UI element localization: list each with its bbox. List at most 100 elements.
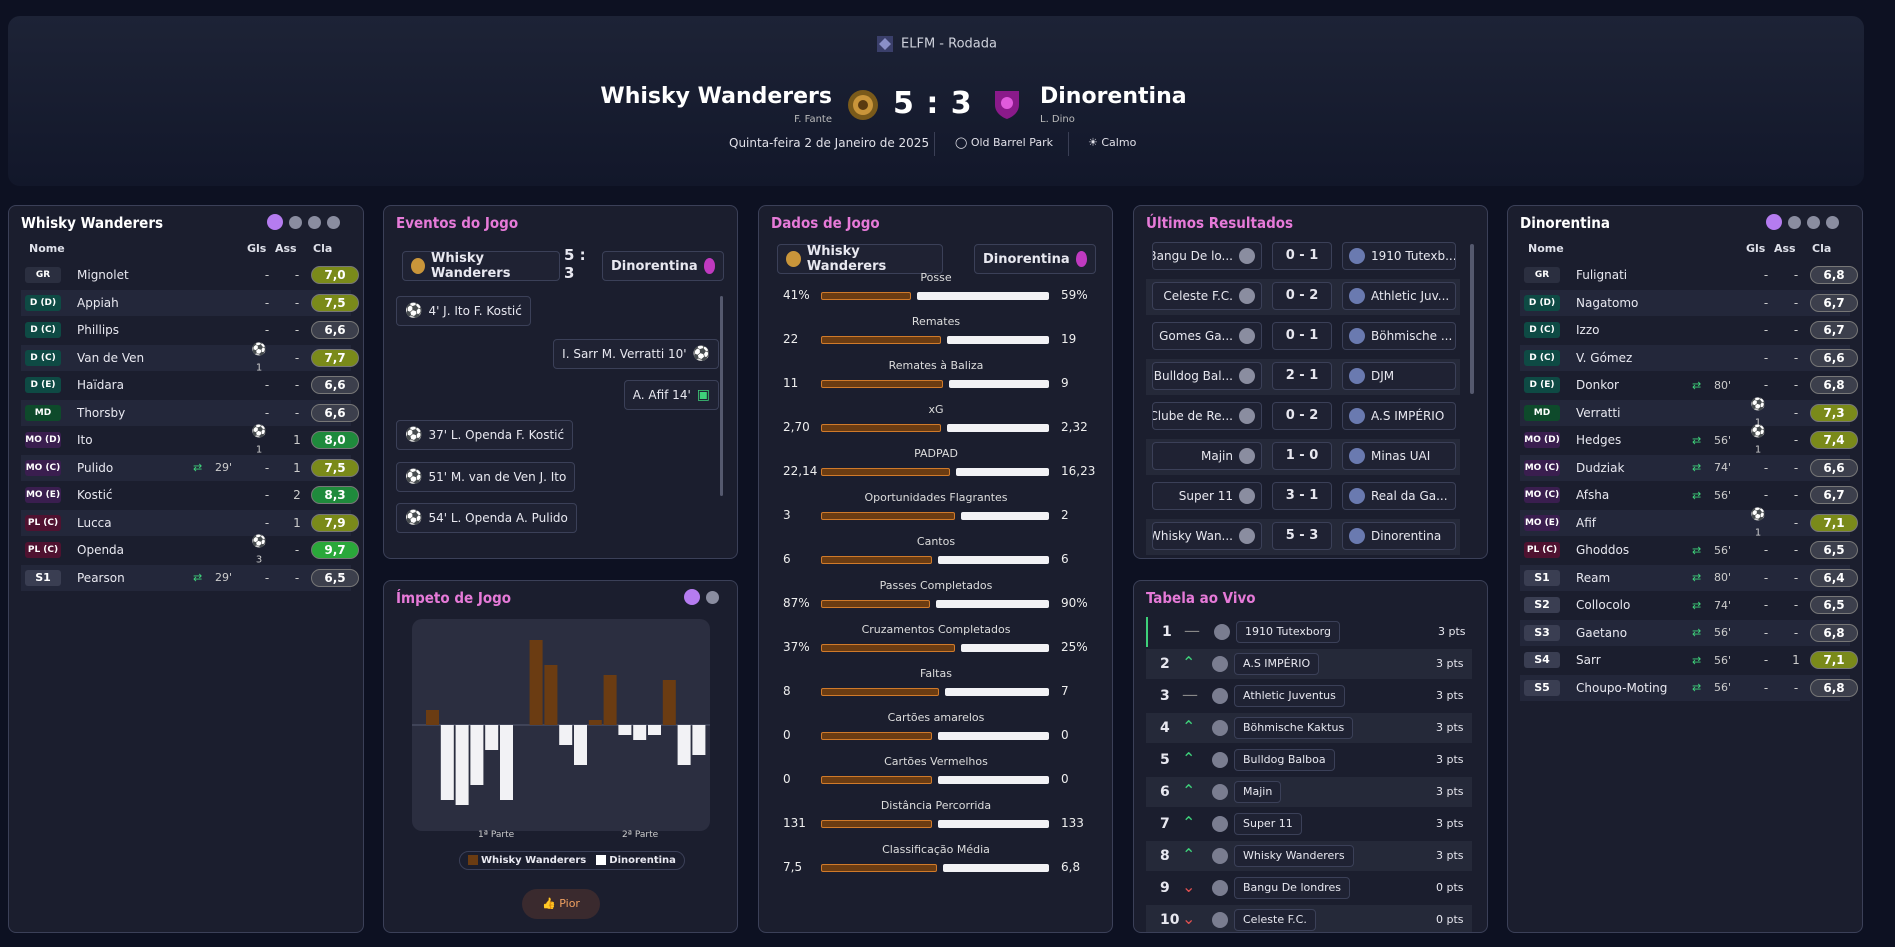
player-row[interactable]: S1 Ream ⇄ 80' - -6,4 (1520, 564, 1858, 591)
home-coach[interactable]: F. Fante (794, 114, 832, 125)
player-row[interactable]: D (C) Phillips - -6,6 (21, 317, 359, 343)
col-assists[interactable]: Ass (1774, 242, 1796, 255)
player-row[interactable]: PL (C) Ghoddos ⇄ 56' - -6,5 (1520, 537, 1858, 563)
player-name[interactable]: Verratti (1576, 405, 1621, 420)
player-name[interactable]: Pulido (77, 460, 114, 475)
result-home[interactable]: Majin (1152, 442, 1262, 470)
player-name[interactable]: Van de Ven (77, 350, 145, 365)
team-name[interactable]: Whisky Wanderers (1234, 845, 1354, 867)
player-row[interactable]: PL (C) Lucca - 1 7,9 (21, 509, 359, 536)
player-name[interactable]: Haïdara (77, 378, 124, 392)
team-name[interactable]: Majin (1234, 781, 1282, 803)
player-row[interactable]: S2 Collocolo ⇄ 74' - -6,5 (1520, 592, 1858, 618)
view-dot[interactable] (267, 214, 283, 230)
result-row[interactable]: Majin 1 - 0 Minas UAI (1146, 439, 1460, 475)
team-name[interactable]: Athletic Juventus (1234, 685, 1345, 707)
player-name[interactable]: Ito (77, 433, 93, 447)
player-row[interactable]: MO (C) Afsha ⇄ 56' - -6,7 (1520, 482, 1858, 508)
col-goals[interactable]: Gls (247, 242, 267, 255)
col-name[interactable]: Nome (29, 242, 65, 255)
player-row[interactable]: D (C) V. Gómez - -6,6 (1520, 344, 1858, 371)
team-name[interactable]: Böhmische Kaktus (1234, 717, 1354, 739)
result-away[interactable]: Athletic Juv... (1342, 282, 1456, 310)
result-away[interactable]: DJM (1342, 362, 1456, 390)
result-row[interactable]: Celeste F.C. 0 - 2 Athletic Juv... (1146, 279, 1460, 315)
result-home[interactable]: Super 11 (1152, 482, 1262, 510)
player-name[interactable]: V. Gómez (1576, 350, 1633, 365)
player-row[interactable]: MO (C) Pulido ⇄ 29' - 1 7,5 (21, 454, 359, 481)
player-row[interactable]: MO (D) Ito ⚽1 1 8,0 (21, 424, 359, 456)
view-dot[interactable] (1826, 216, 1839, 229)
team-name[interactable]: 1910 Tutexborg (1236, 621, 1340, 643)
table-row[interactable]: 10 ⌄ Celeste F.C. 0 pts (1146, 905, 1472, 932)
table-row[interactable]: 6 ⌃ Majin 3 pts (1146, 777, 1472, 807)
player-row[interactable]: MO (E) Kostić - 2 8,3 (21, 482, 359, 508)
result-away[interactable]: Minas UAI (1342, 442, 1456, 470)
result-home[interactable]: Whisky Wan... (1152, 522, 1262, 550)
home-team-name[interactable]: Whisky Wanderers (600, 84, 832, 109)
view-dot[interactable] (1788, 216, 1801, 229)
stadium[interactable]: ◯ Old Barrel Park (955, 136, 1053, 149)
scrollbar[interactable] (720, 296, 723, 496)
player-name[interactable]: Appiah (77, 295, 119, 310)
player-row[interactable]: MO (D) Hedges ⇄ 56' ⚽1 -7,4 (1520, 424, 1858, 456)
events-home-team[interactable]: Whisky Wanderers (402, 251, 560, 281)
stats-away-team[interactable]: Dinorentina (974, 244, 1096, 274)
player-row[interactable]: MD Verratti ⚽1 -7,3 (1520, 397, 1858, 428)
col-rating[interactable]: Cla (313, 242, 333, 255)
result-row[interactable]: Gomes Ga... 0 - 1 Böhmische ... (1146, 319, 1460, 355)
event-item[interactable]: ⚽ 37' L. Openda F. Kostić (396, 420, 574, 450)
player-row[interactable]: MO (E) Afif ⚽1 -7,1 (1520, 507, 1858, 538)
table-row[interactable]: 3 — Athletic Juventus 3 pts (1146, 681, 1472, 711)
table-row[interactable]: 8 ⌃ Whisky Wanderers 3 pts (1146, 841, 1472, 871)
view-dot[interactable] (706, 591, 719, 604)
player-name[interactable]: Phillips (77, 323, 120, 337)
player-row[interactable]: D (E) Donkor ⇄ 80' - -6,8 (1520, 372, 1858, 398)
table-row[interactable]: 5 ⌃ Bulldog Balboa 3 pts (1146, 745, 1472, 775)
player-name[interactable]: Collocolo (1576, 598, 1631, 612)
result-home[interactable]: Bangu De lo... (1152, 242, 1262, 270)
team-name[interactable]: Celeste F.C. (1234, 909, 1316, 931)
table-row[interactable]: 4 ⌃ Böhmische Kaktus 3 pts (1146, 713, 1472, 743)
result-row[interactable]: Whisky Wan... 5 - 3 Dinorentina (1146, 519, 1460, 555)
player-name[interactable]: Kostić (77, 488, 113, 502)
table-row[interactable]: 7 ⌃ Super 11 3 pts (1146, 809, 1472, 839)
away-team-name[interactable]: Dinorentina (1040, 84, 1187, 109)
player-row[interactable]: MO (C) Dudziak ⇄ 74' - -6,6 (1520, 454, 1858, 481)
result-row[interactable]: Super 11 3 - 1 Real da Ga... (1146, 479, 1460, 515)
player-name[interactable]: Hedges (1576, 433, 1622, 447)
player-row[interactable]: D (D) Nagatomo - -6,7 (1520, 289, 1858, 316)
player-row[interactable]: D (D) Appiah - -7,5 (21, 289, 359, 316)
worse-button[interactable]: 👍 Pior (522, 889, 600, 919)
result-row[interactable]: Bulldog Bal... 2 - 1 DJM (1146, 359, 1460, 395)
result-away[interactable]: A.S IMPÉRIO (1342, 402, 1456, 430)
player-name[interactable]: Thorsby (77, 405, 126, 420)
scrollbar[interactable] (1470, 244, 1474, 394)
team-name[interactable]: A.S IMPÉRIO (1234, 653, 1320, 675)
result-row[interactable]: Bangu De lo... 0 - 1 1910 Tutexb... (1146, 239, 1460, 275)
result-home[interactable]: Bulldog Bal... (1152, 362, 1262, 390)
player-name[interactable]: Afsha (1576, 488, 1610, 502)
player-name[interactable]: Lucca (77, 515, 112, 530)
view-dot[interactable] (327, 216, 340, 229)
result-home[interactable]: Gomes Ga... (1152, 322, 1262, 350)
stats-home-team[interactable]: Whisky Wanderers (777, 244, 943, 274)
player-row[interactable]: S5 Choupo-Moting ⇄ 56' - -6,8 (1520, 674, 1858, 701)
events-away-team[interactable]: Dinorentina (602, 251, 724, 281)
player-name[interactable]: Sarr (1576, 653, 1601, 667)
player-name[interactable]: Izzo (1576, 323, 1600, 337)
col-goals[interactable]: Gls (1746, 242, 1766, 255)
team-name[interactable]: Bulldog Balboa (1234, 749, 1335, 771)
result-row[interactable]: Clube de Re... 0 - 2 A.S IMPÉRIO (1146, 399, 1460, 435)
player-name[interactable]: Gaetano (1576, 625, 1628, 640)
player-name[interactable]: Afif (1576, 515, 1596, 530)
result-away[interactable]: Real da Ga... (1342, 482, 1456, 510)
view-dot[interactable] (308, 216, 321, 229)
view-dot[interactable] (1766, 214, 1782, 230)
player-name[interactable]: Openda (77, 543, 125, 557)
result-away[interactable]: 1910 Tutexb... (1342, 242, 1456, 270)
player-name[interactable]: Fulignati (1576, 268, 1628, 282)
view-dot[interactable] (684, 589, 700, 605)
player-name[interactable]: Pearson (77, 570, 125, 585)
col-assists[interactable]: Ass (275, 242, 297, 255)
